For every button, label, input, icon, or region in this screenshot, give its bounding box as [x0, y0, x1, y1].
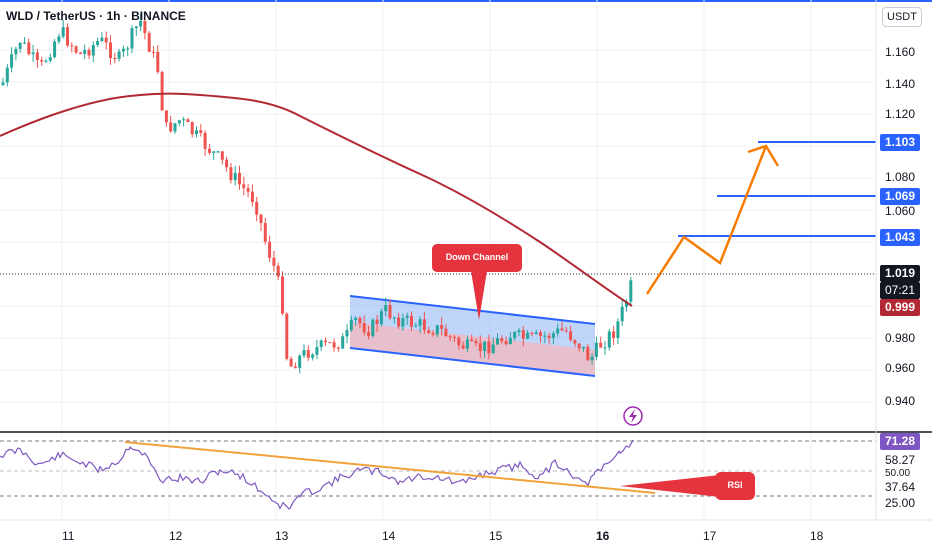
lightning-icon[interactable]: [623, 406, 643, 426]
rsi-level-label: 25.00: [880, 495, 921, 512]
price-tick: 1.120: [885, 107, 915, 121]
current-price-tag: 1.019: [880, 265, 921, 282]
rsi-value-tag: 71.28: [880, 433, 921, 450]
price-tick: 0.980: [885, 331, 915, 345]
candlesticks: [1, 13, 633, 374]
rsi-level-label: 50.00: [885, 468, 911, 479]
projection-path: [645, 145, 768, 295]
time-label: 18: [810, 529, 824, 543]
time-axis[interactable]: 11 12 13 14 15 16 17 18: [62, 529, 824, 543]
price-tick: 1.140: [885, 77, 915, 91]
time-label: 11: [62, 529, 75, 543]
time-label: 13: [275, 529, 289, 543]
rsi-line: [0, 439, 634, 510]
price-tick: 0.940: [885, 394, 915, 408]
symbol-title[interactable]: WLD / TetherUS · 1h · BINANCE: [6, 9, 186, 23]
countdown-tag: 07:21: [880, 282, 921, 299]
target-price-tag-3: 1.103: [880, 134, 921, 151]
time-label: 17: [703, 529, 717, 543]
grid: [0, 0, 876, 520]
ma-price-tag: 0.999: [880, 299, 921, 316]
moving-average-line: [0, 92, 633, 307]
projection-arrow-head: [747, 144, 780, 167]
rsi-callout: [620, 472, 755, 500]
price-tick: 1.080: [885, 170, 915, 184]
rsi-level-label: 58.27: [880, 452, 921, 469]
target-price-tag-1: 1.043: [880, 229, 921, 246]
target-price-tag-2: 1.069: [880, 188, 921, 205]
currency-button[interactable]: USDT: [882, 7, 922, 27]
down-channel-label: Down Channel: [445, 252, 509, 262]
time-label: 12: [169, 529, 183, 543]
time-label: 14: [382, 529, 396, 543]
rsi-trend-line: [124, 441, 656, 494]
rsi-label: RSI: [727, 480, 743, 490]
rsi-level-label: 37.64: [880, 479, 921, 496]
price-tick: 0.960: [885, 361, 915, 375]
price-tick: 1.160: [885, 45, 915, 59]
down-channel-callout: [432, 244, 522, 320]
price-axis[interactable]: 1.160 1.140 1.120 1.080 1.060 0.980 0.96…: [885, 45, 915, 408]
price-tick: 1.060: [885, 204, 915, 218]
time-label-today: 16: [596, 529, 610, 543]
time-label: 15: [489, 529, 503, 543]
